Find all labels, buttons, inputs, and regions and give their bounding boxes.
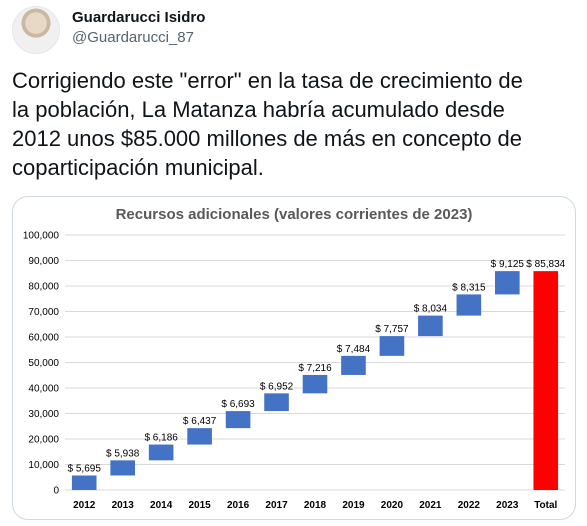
data-label: $ 8,315 [452,282,486,293]
data-label: $ 6,437 [183,416,217,427]
y-tick-label: 30,000 [28,409,59,420]
x-tick-label: 2018 [304,500,327,511]
data-label: $ 8,034 [414,304,448,315]
bar [302,374,328,394]
x-tick-label: 2021 [419,500,442,511]
avatar[interactable] [12,6,60,54]
waterfall-chart: Recursos adicionales (valores corrientes… [23,206,566,511]
display-name[interactable]: Guardarucci Isidro [72,9,206,26]
y-tick-label: 10,000 [28,460,59,471]
bar [456,294,482,316]
user-handle[interactable]: @Guardarucci_87 [72,29,194,46]
x-tick-label: Total [534,500,557,511]
x-tick-label: 2016 [227,500,250,511]
y-tick-label: 80,000 [28,282,59,293]
x-tick-label: 2014 [150,500,173,511]
x-tick-label: 2013 [112,500,135,511]
bar [187,428,212,445]
data-label: $ 6,693 [221,399,255,410]
tweet-text-line: Corrigiendo este "error" en la tasa de c… [12,68,523,93]
bar [110,460,135,476]
user-names: Guardarucci Isidro @Guardarucci_87 [72,9,205,46]
tweet-header: Guardarucci Isidro @Guardarucci_87 [12,6,205,54]
y-tick-label: 40,000 [28,384,59,395]
bar [148,444,174,461]
x-tick-label: 2015 [188,500,211,511]
tweet-text-line: la población, La Matanza habría acumulad… [12,97,505,122]
data-label: $ 5,695 [68,463,102,474]
tweet-text-line: coparticipación municipal. [12,155,264,180]
x-tick-label: 2019 [342,500,365,511]
tweet-media[interactable]: Recursos adicionales (valores corrientes… [12,196,576,520]
data-label: $ 6,952 [260,381,294,392]
bar [341,355,366,375]
chart-title: Recursos adicionales (valores corrientes… [116,206,473,223]
x-tick-label: 2020 [381,500,404,511]
y-tick-label: 100,000 [23,231,60,242]
data-label: $ 5,938 [106,448,140,459]
x-tick-label: 2023 [496,500,519,511]
bar [379,336,405,356]
data-label: $ 6,186 [144,433,178,444]
total-bar [533,271,559,490]
data-label: $ 7,757 [375,324,409,335]
tweet-text-line: 2012 unos $85.000 millones de más en con… [12,126,523,151]
y-tick-label: 50,000 [28,358,59,369]
data-label: $ 9,125 [491,259,525,270]
data-label: $ 85,834 [526,259,565,270]
y-tick-label: 20,000 [28,435,59,446]
y-tick-label: 0 [53,486,59,497]
x-tick-label: 2022 [458,500,481,511]
bar [418,315,443,337]
bar [225,411,251,429]
x-tick-label: 2017 [265,500,288,511]
y-tick-label: 70,000 [28,307,59,318]
x-tick-label: 2012 [73,500,96,511]
y-tick-label: 60,000 [28,333,59,344]
bar [264,393,289,412]
data-label: $ 7,216 [298,363,332,374]
bar [71,475,97,490]
data-label: $ 7,484 [337,344,371,355]
tweet-text: Corrigiendo este "error" en la tasa de c… [12,66,577,182]
y-tick-label: 90,000 [28,256,59,267]
bar [495,271,520,295]
